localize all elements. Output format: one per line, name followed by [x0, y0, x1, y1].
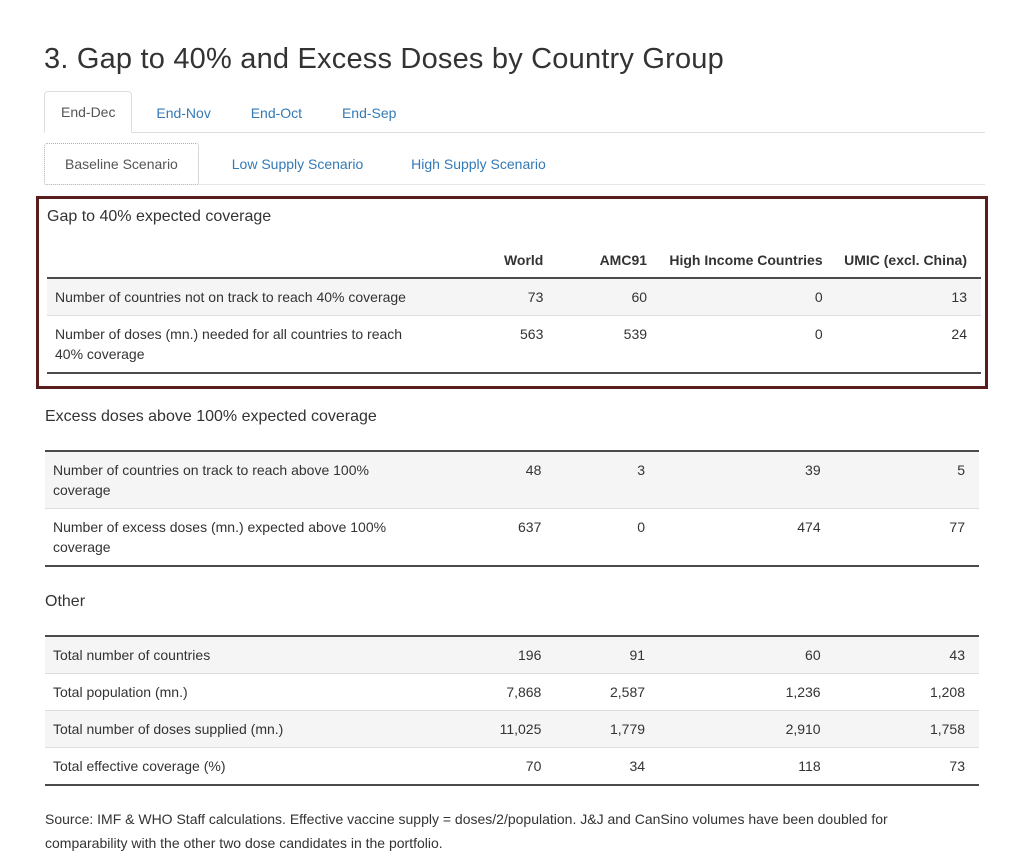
tab-end-oct-link[interactable]: End-Oct [250, 105, 303, 121]
column-header-high-income: High Income Countries [655, 241, 831, 279]
tab-low-supply-scenario[interactable]: Low Supply Scenario [217, 143, 379, 185]
source-note: Source: IMF & WHO Staff calculations. Ef… [45, 811, 888, 851]
cell-high-income: 474 [653, 508, 829, 566]
cell-high-income: 60 [805, 647, 821, 663]
column-header-empty [47, 241, 461, 279]
cell-umic: 73 [828, 747, 979, 785]
row-label: Total population (mn.) [45, 673, 459, 711]
cell-amc91: 0 [549, 508, 654, 566]
tab-end-sep[interactable]: End-Sep [326, 93, 412, 133]
row-label: Number of countries not on track to reac… [55, 289, 406, 305]
tab-high-supply-scenario-link[interactable]: High Supply Scenario [411, 156, 546, 172]
cell-world: 7,868 [458, 673, 550, 711]
table-row: Total number of countries 196 91 60 43 [45, 636, 979, 674]
row-label: Number of excess doses (mn.) expected ab… [45, 508, 459, 566]
tab-end-nov-link[interactable]: End-Nov [156, 105, 211, 121]
section-heading-other: Other [45, 593, 86, 610]
cell-world: 73 [527, 289, 544, 305]
annotation-highlight-box: Gap to 40% expected coverage World AMC91… [36, 196, 988, 389]
tab-baseline-scenario-link[interactable]: Baseline Scenario [44, 143, 199, 185]
tab-end-oct[interactable]: End-Oct [235, 93, 318, 133]
gap-table: World AMC91 High Income Countries UMIC (… [47, 241, 981, 374]
tab-low-supply-scenario-link[interactable]: Low Supply Scenario [231, 156, 364, 172]
row-label: Total number of countries [53, 647, 211, 663]
table-row: Number of countries not on track to reac… [47, 278, 981, 316]
tab-end-sep-link[interactable]: End-Sep [341, 105, 397, 121]
cell-amc91: 2,587 [549, 673, 654, 711]
period-tab-bar: End-Dec End-Nov End-Oct End-Sep [44, 91, 985, 133]
table-row: Number of countries on track to reach ab… [45, 451, 979, 509]
cell-high-income: 118 [653, 747, 829, 785]
column-header-world: World [460, 241, 552, 279]
scenario-tab-bar: Baseline Scenario Low Supply Scenario Hi… [44, 143, 985, 185]
cell-high-income: 1,236 [653, 673, 829, 711]
table-row: Total number of doses supplied (mn.) 11,… [45, 710, 979, 748]
cell-amc91: 3 [637, 462, 646, 478]
cell-world: 637 [458, 508, 550, 566]
report-page: 3. Gap to 40% and Excess Doses by Countr… [36, 42, 988, 855]
cell-amc91: 60 [631, 289, 648, 305]
tab-end-dec[interactable]: End-Dec [44, 91, 133, 133]
cell-umic: 13 [951, 289, 967, 305]
section-heading-excess: Excess doses above 100% expected coverag… [45, 408, 377, 425]
cell-amc91: 34 [549, 747, 654, 785]
cell-world: 11,025 [458, 710, 550, 748]
excess-table: Number of countries on track to reach ab… [45, 450, 979, 567]
cell-world: 48 [525, 462, 542, 478]
column-header-umic: UMIC (excl. China) [830, 241, 981, 279]
cell-high-income: 39 [805, 462, 821, 478]
column-header-amc91: AMC91 [551, 241, 656, 279]
row-label: Number of doses (mn.) needed for all cou… [47, 315, 461, 373]
gap-table-header-row: World AMC91 High Income Countries UMIC (… [47, 241, 981, 279]
tab-baseline-scenario[interactable]: Baseline Scenario [44, 143, 199, 185]
tab-end-dec-link[interactable]: End-Dec [44, 91, 133, 133]
table-row: Total population (mn.) 7,868 2,587 1,236… [45, 673, 979, 711]
cell-world: 70 [458, 747, 550, 785]
cell-high-income: 0 [814, 289, 823, 305]
tab-end-nov[interactable]: End-Nov [140, 93, 226, 133]
cell-umic: 43 [949, 647, 965, 663]
cell-high-income: 0 [655, 315, 831, 373]
cell-umic: 1,208 [828, 673, 979, 711]
section-heading-gap: Gap to 40% expected coverage [47, 208, 272, 225]
row-label: Total number of doses supplied (mn.) [45, 710, 459, 748]
row-label: Total effective coverage (%) [45, 747, 459, 785]
other-table: Total number of countries 196 91 60 43 T… [45, 635, 979, 786]
table-row: Number of doses (mn.) needed for all cou… [47, 315, 981, 373]
cell-amc91: 1,779 [549, 710, 654, 748]
cell-high-income: 2,910 [653, 710, 829, 748]
cell-amc91: 539 [551, 315, 656, 373]
row-label: Number of countries on track to reach ab… [53, 462, 369, 498]
tab-high-supply-scenario[interactable]: High Supply Scenario [396, 143, 561, 185]
cell-amc91: 91 [629, 647, 646, 663]
cell-umic: 5 [957, 462, 965, 478]
cell-umic: 1,758 [828, 710, 979, 748]
cell-umic: 24 [830, 315, 981, 373]
page-title: 3. Gap to 40% and Excess Doses by Countr… [44, 43, 724, 75]
cell-world: 196 [518, 647, 542, 663]
table-row: Number of excess doses (mn.) expected ab… [45, 508, 979, 566]
cell-umic: 77 [828, 508, 979, 566]
table-row: Total effective coverage (%) 70 34 118 7… [45, 747, 979, 785]
cell-world: 563 [460, 315, 552, 373]
